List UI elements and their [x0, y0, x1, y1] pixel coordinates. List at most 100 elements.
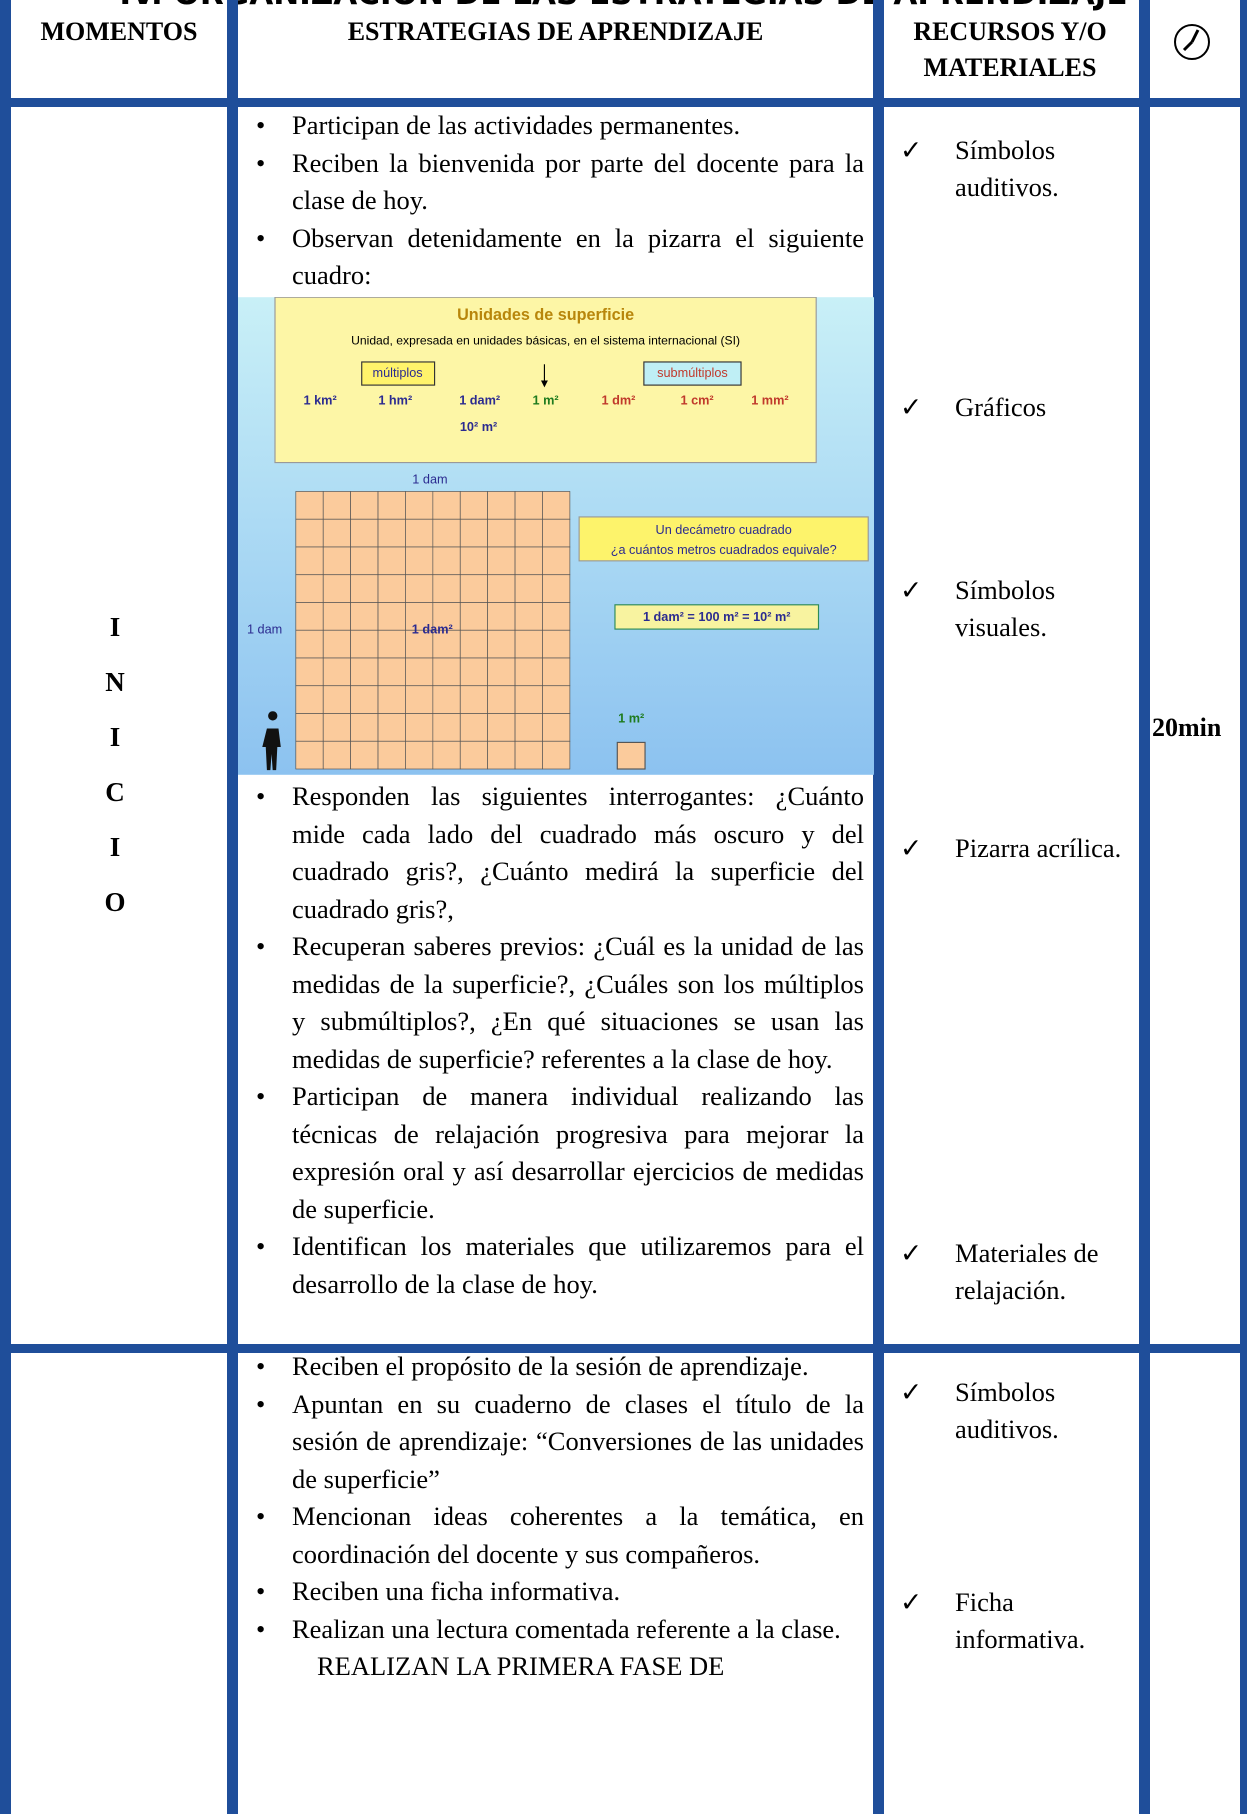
grid-cell	[542, 685, 571, 714]
grid-cell	[322, 740, 351, 770]
label: submúltiplos	[657, 365, 728, 380]
strategy-item: Mencionan ideas coherentes a la temática…	[244, 1498, 864, 1573]
grid-cell	[322, 713, 351, 742]
moment-letter: I	[109, 832, 121, 862]
grid-cell	[350, 657, 379, 687]
grid-cell	[295, 629, 324, 659]
resource-text: Gráficos	[955, 392, 1047, 422]
grid-cell	[542, 713, 571, 742]
grid-cell	[405, 657, 434, 687]
grid-cell	[459, 602, 489, 631]
grid-cell	[405, 546, 434, 576]
equation-box	[614, 604, 820, 630]
strategies: Participan de las actividades permanente…	[244, 107, 864, 295]
grid-cell	[432, 713, 461, 742]
moment-letter: O	[104, 887, 126, 917]
grid-cell	[295, 602, 324, 631]
grid-cell	[542, 546, 571, 576]
strategies: Reciben el propósito de la sesión de apr…	[244, 1348, 864, 1686]
grid-cell	[487, 629, 516, 659]
grid-cell	[542, 657, 571, 687]
grid-cell	[295, 685, 324, 714]
border	[0, 98, 1247, 107]
grid-cell	[377, 657, 406, 687]
border	[0, 0, 11, 1814]
grid-cell	[487, 602, 516, 631]
grid-cell	[542, 574, 571, 603]
side-label: 1 dam	[412, 471, 447, 486]
grid-cell	[487, 685, 516, 714]
grid-cell	[432, 657, 461, 687]
strategy-item: Identifican los materiales que utilizare…	[244, 1228, 864, 1303]
border	[873, 0, 884, 1814]
grid-cell	[322, 602, 351, 631]
grid-cell	[377, 491, 406, 520]
grid-cell	[350, 491, 379, 520]
grid-cell	[459, 713, 489, 742]
side-label: 1 dam	[247, 622, 282, 637]
grid-cell	[405, 713, 434, 742]
person	[262, 711, 281, 771]
grid-cell	[514, 602, 543, 631]
grid-cell	[542, 629, 571, 659]
strategy-item: Apuntan en su cuaderno de clases el títu…	[244, 1386, 864, 1499]
grid-cell	[514, 629, 543, 659]
grid-cell	[405, 685, 434, 714]
grid-cell	[322, 574, 351, 603]
resource-text: Materiales de relajación.	[955, 1238, 1099, 1305]
grid-cell	[514, 574, 543, 603]
grid-cell	[295, 574, 324, 603]
clock-icon	[1174, 24, 1210, 60]
strategy-item: Participan de las actividades permanente…	[244, 107, 864, 145]
unit: 1 dam²	[459, 393, 500, 408]
grid-cell	[459, 518, 489, 548]
grid-cell	[295, 657, 324, 687]
grid-cell	[432, 518, 461, 548]
border	[1240, 0, 1247, 1814]
grid-cell	[350, 713, 379, 742]
question: ¿a cuántos metros cuadrados equivale?	[611, 542, 837, 557]
small-square	[616, 741, 646, 770]
grid-cell	[487, 546, 516, 576]
grid-cell	[295, 491, 324, 520]
grid-cell	[322, 518, 351, 548]
grid-cell	[459, 491, 489, 520]
grid-cell	[487, 740, 516, 770]
resource-text: Símbolos auditivos.	[955, 1377, 1059, 1444]
unit: 1 km²	[304, 393, 337, 408]
grid-cell	[350, 602, 379, 631]
grid-cell	[295, 546, 324, 576]
grid-cell	[514, 518, 543, 548]
grid-cell	[322, 491, 351, 520]
check-icon: ✓	[900, 392, 923, 422]
grid-cell	[459, 740, 489, 770]
grid-cell	[432, 491, 461, 520]
grid-cell	[350, 685, 379, 714]
grid-cell	[377, 685, 406, 714]
strategy-item: Participan de manera individual realizan…	[244, 1078, 864, 1228]
check-icon: ✓	[900, 1587, 923, 1617]
grid-cell	[514, 491, 543, 520]
strategy-item: Reciben la bienvenida por parte del doce…	[244, 145, 864, 220]
label: múltiplos	[373, 365, 423, 380]
grid-cell	[322, 629, 351, 659]
grid-cell	[459, 574, 489, 603]
grid-cell	[377, 740, 406, 770]
strategy-item: Reciben una ficha informativa.	[244, 1573, 864, 1611]
moment-letter: I	[109, 612, 121, 642]
unit: 1 mm²	[751, 393, 788, 408]
grid-cell	[542, 602, 571, 631]
moment-letter: C	[105, 777, 125, 807]
figure-title: Unidades de superficie	[457, 306, 634, 324]
grid-cell	[350, 546, 379, 576]
unit: 1 hm²	[378, 393, 412, 408]
check-icon: ✓	[900, 833, 923, 863]
grid-cell	[432, 629, 461, 659]
grid-cell	[459, 685, 489, 714]
strategy-item: Reciben el propósito de la sesión de apr…	[244, 1348, 864, 1386]
grid-cell	[432, 740, 461, 770]
resource-text: Símbolos auditivos.	[955, 135, 1059, 202]
strategies: Responden las siguientes interrogantes: …	[244, 778, 864, 1303]
grid-cell	[405, 574, 434, 603]
moment-letter: I	[109, 722, 121, 752]
